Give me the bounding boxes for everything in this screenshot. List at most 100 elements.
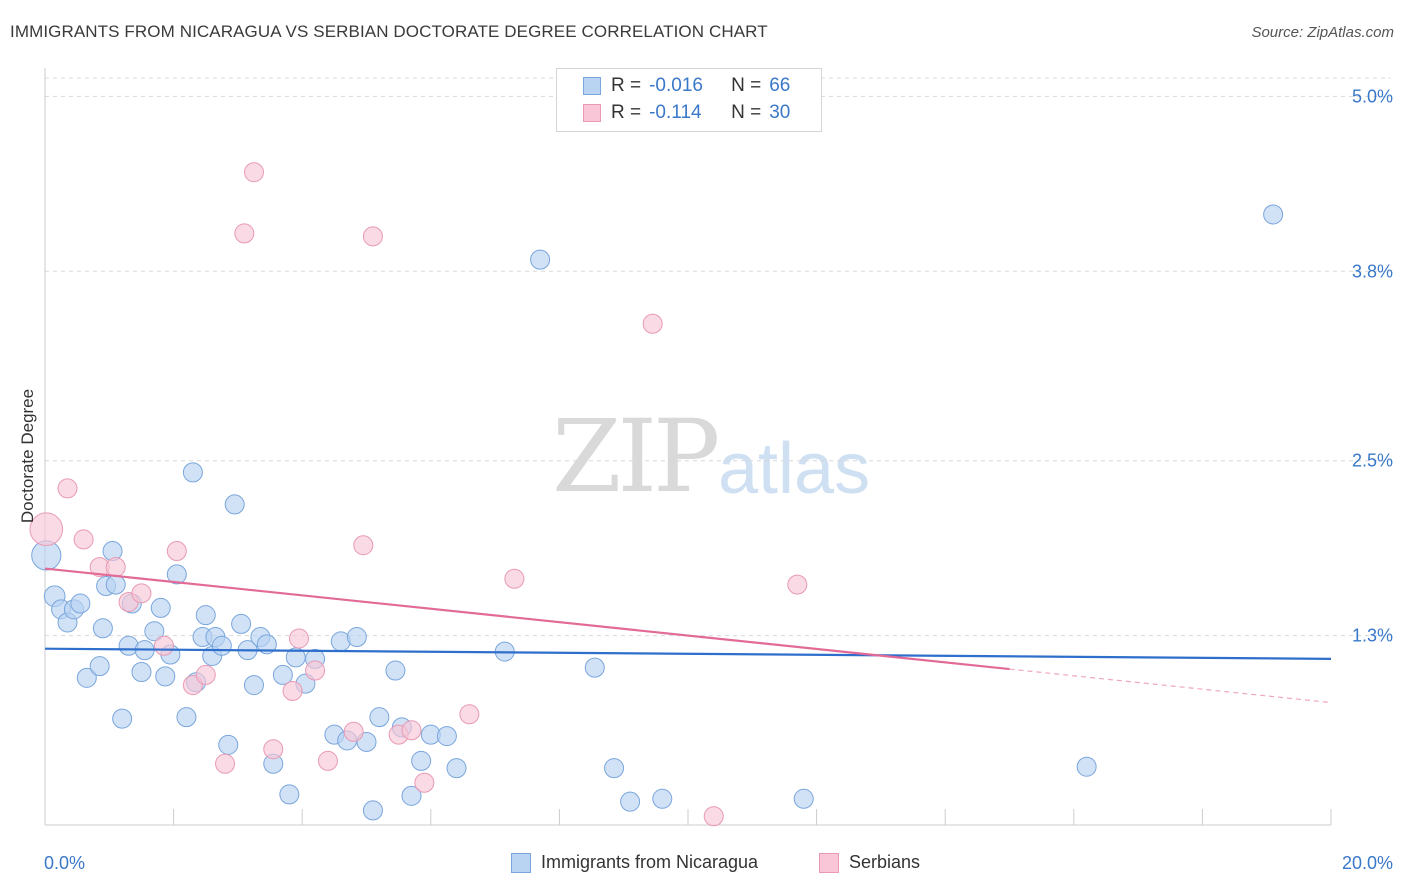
serbians-point	[787, 574, 808, 595]
serbians-point	[504, 568, 525, 589]
serbians-point	[29, 512, 64, 547]
correlation-legend: R = -0.016 N = 66 R = -0.114 N = 30	[556, 68, 822, 132]
serbians-point	[353, 535, 374, 556]
nicaragua-point	[362, 800, 383, 821]
nicaragua-point	[150, 597, 171, 618]
nicaragua-point	[195, 605, 216, 626]
nicaragua-point	[70, 593, 91, 614]
nicaragua-point	[346, 627, 367, 648]
nicaragua-point	[92, 618, 113, 639]
r-label: R =	[611, 102, 642, 123]
serbians-point	[414, 772, 435, 793]
nicaragua-point	[76, 667, 97, 688]
nicaragua-point	[155, 666, 176, 687]
nicaragua-point	[369, 707, 390, 728]
legend-item-serbians[interactable]: Serbians	[819, 852, 920, 873]
nicaragua-point	[182, 462, 203, 483]
serbians-point	[73, 529, 94, 550]
nicaragua-point	[176, 707, 197, 728]
series-serbians-points	[29, 162, 808, 827]
nicaragua-point	[793, 788, 814, 809]
serbians-point	[305, 660, 326, 681]
y-tick-label: 3.8%	[1352, 261, 1393, 281]
nicaragua-point	[256, 634, 277, 655]
nicaragua-point	[436, 726, 457, 747]
nicaragua-point	[1076, 756, 1097, 777]
serbians-point	[459, 704, 480, 725]
nicaragua-point	[530, 249, 551, 270]
serbians-point	[243, 162, 264, 183]
y-tick-label: 1.3%	[1352, 626, 1393, 646]
nicaragua-point	[243, 675, 264, 696]
n-value: 30	[769, 102, 791, 123]
series-legend: Immigrants from Nicaragua Serbians	[0, 852, 1406, 878]
serbians-point	[263, 739, 284, 760]
nicaragua-point	[231, 613, 252, 634]
serbians-point	[282, 680, 303, 701]
trend-line-nicaragua	[44, 647, 1332, 660]
grid-lines	[45, 77, 1391, 637]
serbians-point	[234, 223, 255, 244]
x-tick-label-max: 20.0%	[1342, 853, 1393, 873]
serbians-point	[703, 806, 724, 827]
y-tick-label: 2.5%	[1352, 451, 1393, 471]
r-value: -0.016	[649, 75, 703, 96]
nicaragua-point	[604, 758, 625, 779]
nicaragua-point	[211, 635, 232, 656]
nicaragua-point	[131, 662, 152, 682]
legend-swatch-blue	[511, 852, 531, 873]
nicaragua-point	[272, 664, 293, 685]
serbians-point	[642, 313, 663, 334]
r-value: -0.114	[649, 102, 702, 123]
legend-swatch-blue	[583, 77, 601, 95]
serbians-point	[166, 541, 187, 562]
n-label: N =	[731, 75, 762, 96]
legend-swatch-pink	[583, 104, 601, 122]
trend-line-serbians-extension	[1009, 668, 1332, 704]
nicaragua-point	[218, 734, 239, 755]
trend-line-serbians	[44, 567, 1010, 671]
serbians-point	[362, 226, 383, 247]
trend-lines	[44, 567, 1332, 704]
axes	[44, 68, 1332, 826]
serbians-point	[401, 720, 422, 741]
serbians-point	[288, 628, 309, 649]
nicaragua-point	[105, 574, 126, 595]
serbians-point	[317, 750, 338, 771]
nicaragua-point	[166, 564, 187, 585]
legend-item-nicaragua[interactable]: Immigrants from Nicaragua	[511, 852, 758, 873]
legend-label: Serbians	[849, 852, 921, 872]
serbians-point	[105, 557, 126, 578]
watermark-zip: ZIP	[552, 398, 720, 515]
y-axis-label: Doctorate Degree	[18, 388, 37, 524]
source-label: Source: ZipAtlas.com	[1251, 24, 1394, 41]
serbians-point	[215, 753, 236, 774]
chart-title: IMMIGRANTS FROM NICARAGUA VS SERBIAN DOC…	[10, 22, 768, 41]
nicaragua-point	[411, 750, 432, 771]
serbians-point	[195, 664, 216, 685]
series-nicaragua-points	[31, 204, 1284, 821]
n-label: N =	[731, 102, 762, 123]
legend-label: Immigrants from Nicaragua	[541, 852, 759, 872]
nicaragua-point	[224, 494, 245, 515]
legend-row-serbians: R = -0.114 N = 30	[583, 100, 790, 126]
nicaragua-point	[620, 791, 641, 812]
serbians-point	[57, 478, 78, 499]
nicaragua-point	[385, 660, 406, 681]
legend-row-nicaragua: R = -0.016 N = 66	[583, 73, 790, 99]
nicaragua-point	[279, 784, 300, 805]
nicaragua-point	[144, 621, 165, 642]
nicaragua-point	[446, 758, 467, 779]
nicaragua-point	[1263, 204, 1284, 225]
nicaragua-point	[401, 785, 422, 806]
x-tick-label-min: 0.0%	[44, 853, 85, 873]
nicaragua-point	[89, 656, 110, 677]
serbians-point	[153, 635, 174, 656]
nicaragua-point	[652, 788, 673, 809]
serbians-point	[131, 583, 152, 604]
legend-swatch-pink	[819, 852, 839, 873]
r-label: R =	[611, 75, 642, 96]
nicaragua-point	[584, 657, 605, 678]
serbians-point	[343, 721, 364, 742]
